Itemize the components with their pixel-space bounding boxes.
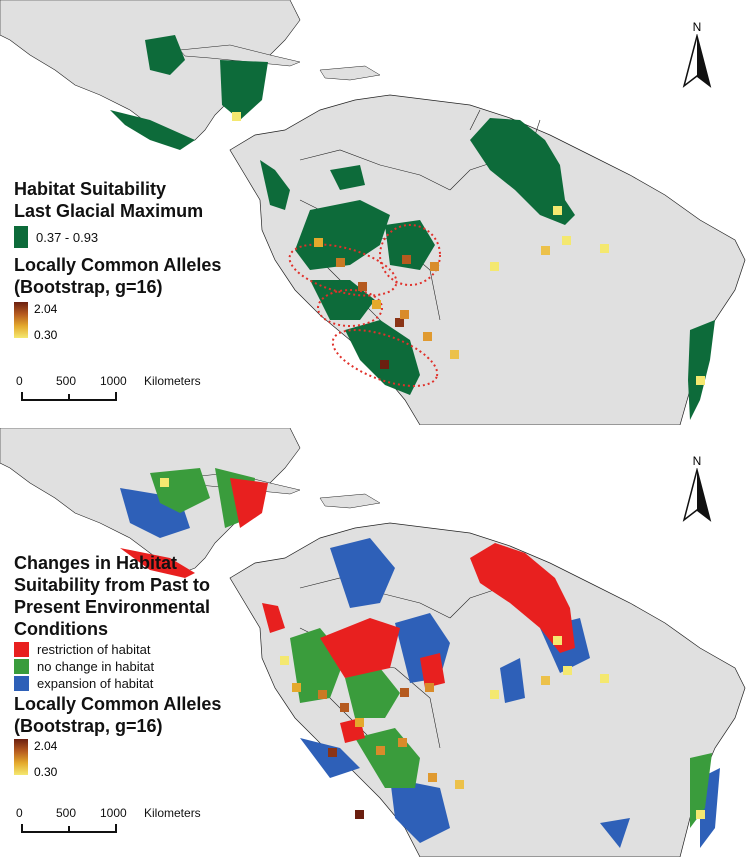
scale-bar-graphic — [21, 392, 117, 401]
refugia-outlines — [288, 224, 441, 387]
legend-title-line2: Suitability from Past to — [14, 575, 211, 595]
suitability-swatch-row: 0.37 - 0.93 — [14, 226, 221, 248]
alleles-min: 0.30 — [34, 765, 58, 779]
change-legend: Changes in Habitat Suitability from Past… — [14, 552, 221, 779]
alleles-title-line2: (Bootstrap, g=16) — [14, 277, 163, 297]
habitat-suitability-lgm — [110, 35, 715, 420]
scale-bar-graphic — [21, 824, 117, 833]
land-cuba — [179, 44, 301, 67]
legend-title-line1: Changes in Habitat — [14, 553, 178, 573]
no-change-label: no change in habitat — [37, 659, 155, 674]
scale-tick-500: 500 — [56, 806, 77, 820]
alleles-title-line1: Locally Common Alleles — [14, 694, 222, 714]
land-hispaniola — [319, 493, 381, 509]
scale-tick-0: 0 — [16, 806, 23, 820]
allele-markers-top — [232, 112, 705, 385]
alleles-title-line2: (Bootstrap, g=16) — [14, 716, 163, 736]
suitability-swatch — [14, 226, 28, 248]
change-map-panel: N Changes in Habitat Suitability from Pa… — [0, 428, 756, 857]
alleles-max: 2.04 — [34, 739, 58, 753]
lgm-map-panel: N Habitat Suitability Last Glacial Maxim… — [0, 0, 756, 425]
restriction-swatch — [14, 642, 29, 657]
alleles-gradient: 2.04 0.30 — [14, 302, 221, 342]
scale-tick-1000: 1000 — [100, 374, 127, 388]
scale-bar: 0 500 1000 Kilometers — [16, 806, 216, 839]
north-label: N — [692, 20, 702, 34]
allele-markers-bottom — [160, 478, 705, 819]
scale-bar: 0 500 1000 Kilometers — [16, 374, 216, 407]
scale-tick-1000: 1000 — [100, 806, 127, 820]
alleles-max: 2.04 — [34, 302, 58, 316]
land-hispaniola — [319, 65, 381, 81]
legend-item-no-change: no change in habitat — [14, 659, 221, 674]
north-arrow: N — [680, 454, 714, 526]
expansion-label: expansion of habitat — [37, 676, 154, 691]
scale-unit: Kilometers — [144, 806, 201, 820]
alleles-title-line1: Locally Common Alleles — [14, 255, 222, 275]
restriction-label: restriction of habitat — [37, 642, 151, 657]
north-arrow-icon — [682, 467, 712, 522]
suitability-range: 0.37 - 0.93 — [36, 229, 99, 245]
north-arrow-icon — [682, 33, 712, 88]
scale-tick-500: 500 — [56, 374, 77, 388]
alleles-min: 0.30 — [34, 328, 58, 342]
alleles-gradient: 2.04 0.30 — [14, 739, 221, 779]
alleles-color-ramp — [14, 739, 28, 775]
lgm-map — [0, 0, 746, 425]
north-arrow: N — [680, 20, 714, 92]
legend-title-line4: Conditions — [14, 619, 108, 639]
north-label: N — [692, 454, 702, 468]
legend-title-line3: Present Environmental — [14, 597, 211, 617]
scale-tick-0: 0 — [16, 374, 23, 388]
expansion-swatch — [14, 676, 29, 691]
legend-item-restriction: restriction of habitat — [14, 642, 221, 657]
lgm-legend: Habitat Suitability Last Glacial Maximum… — [14, 178, 221, 342]
legend-title-line1: Habitat Suitability — [14, 179, 167, 199]
legend-item-expansion: expansion of habitat — [14, 676, 221, 691]
change-map — [0, 428, 746, 857]
scale-unit: Kilometers — [144, 374, 201, 388]
no-change-swatch — [14, 659, 29, 674]
legend-title-line2: Last Glacial Maximum — [14, 201, 204, 221]
habitat-restriction — [120, 478, 575, 743]
alleles-color-ramp — [14, 302, 28, 338]
